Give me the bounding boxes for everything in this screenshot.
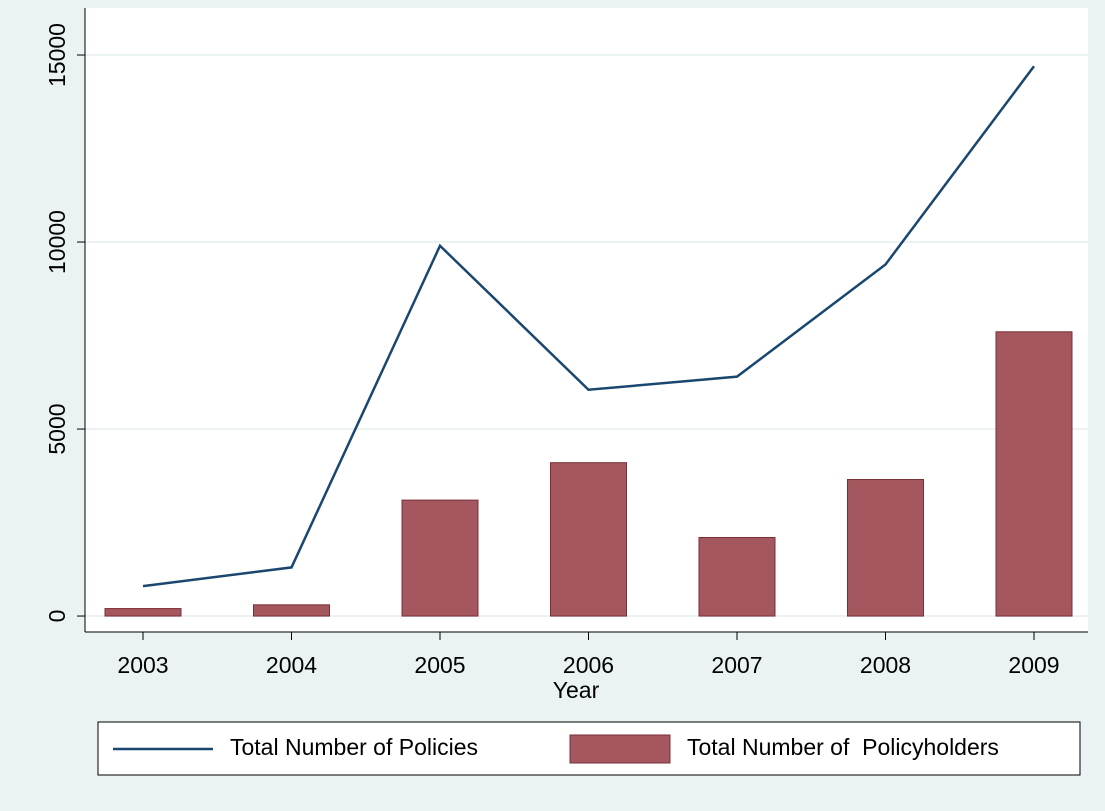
x-tick-label: 2009 [1008,652,1059,678]
legend-box [97,721,1081,776]
x-tick-label: 2008 [860,652,911,678]
line [142,65,1036,588]
bar [847,479,924,617]
bar [401,499,479,617]
y-tick-label: 15000 [44,23,70,87]
bar [550,462,627,617]
legend-label: Total Number of Policies [230,734,478,760]
bar [253,604,330,617]
x-tick-label: 2003 [117,652,168,678]
x-tick-label: 2005 [414,652,465,678]
bar [995,331,1073,617]
legend-symbol [569,734,671,764]
bar [698,536,776,617]
x-tick-label: 2007 [711,652,762,678]
x-tick-label: 2006 [563,652,614,678]
y-tick-label: 10000 [44,210,70,274]
legend-label: Total Number of Policyholders [687,734,999,760]
x-tick-label: 2004 [266,652,317,678]
x-axis-title: Year [553,677,600,703]
bar [104,608,182,617]
y-tick-label: 5000 [44,403,70,454]
y-tick-label: 0 [44,610,70,623]
